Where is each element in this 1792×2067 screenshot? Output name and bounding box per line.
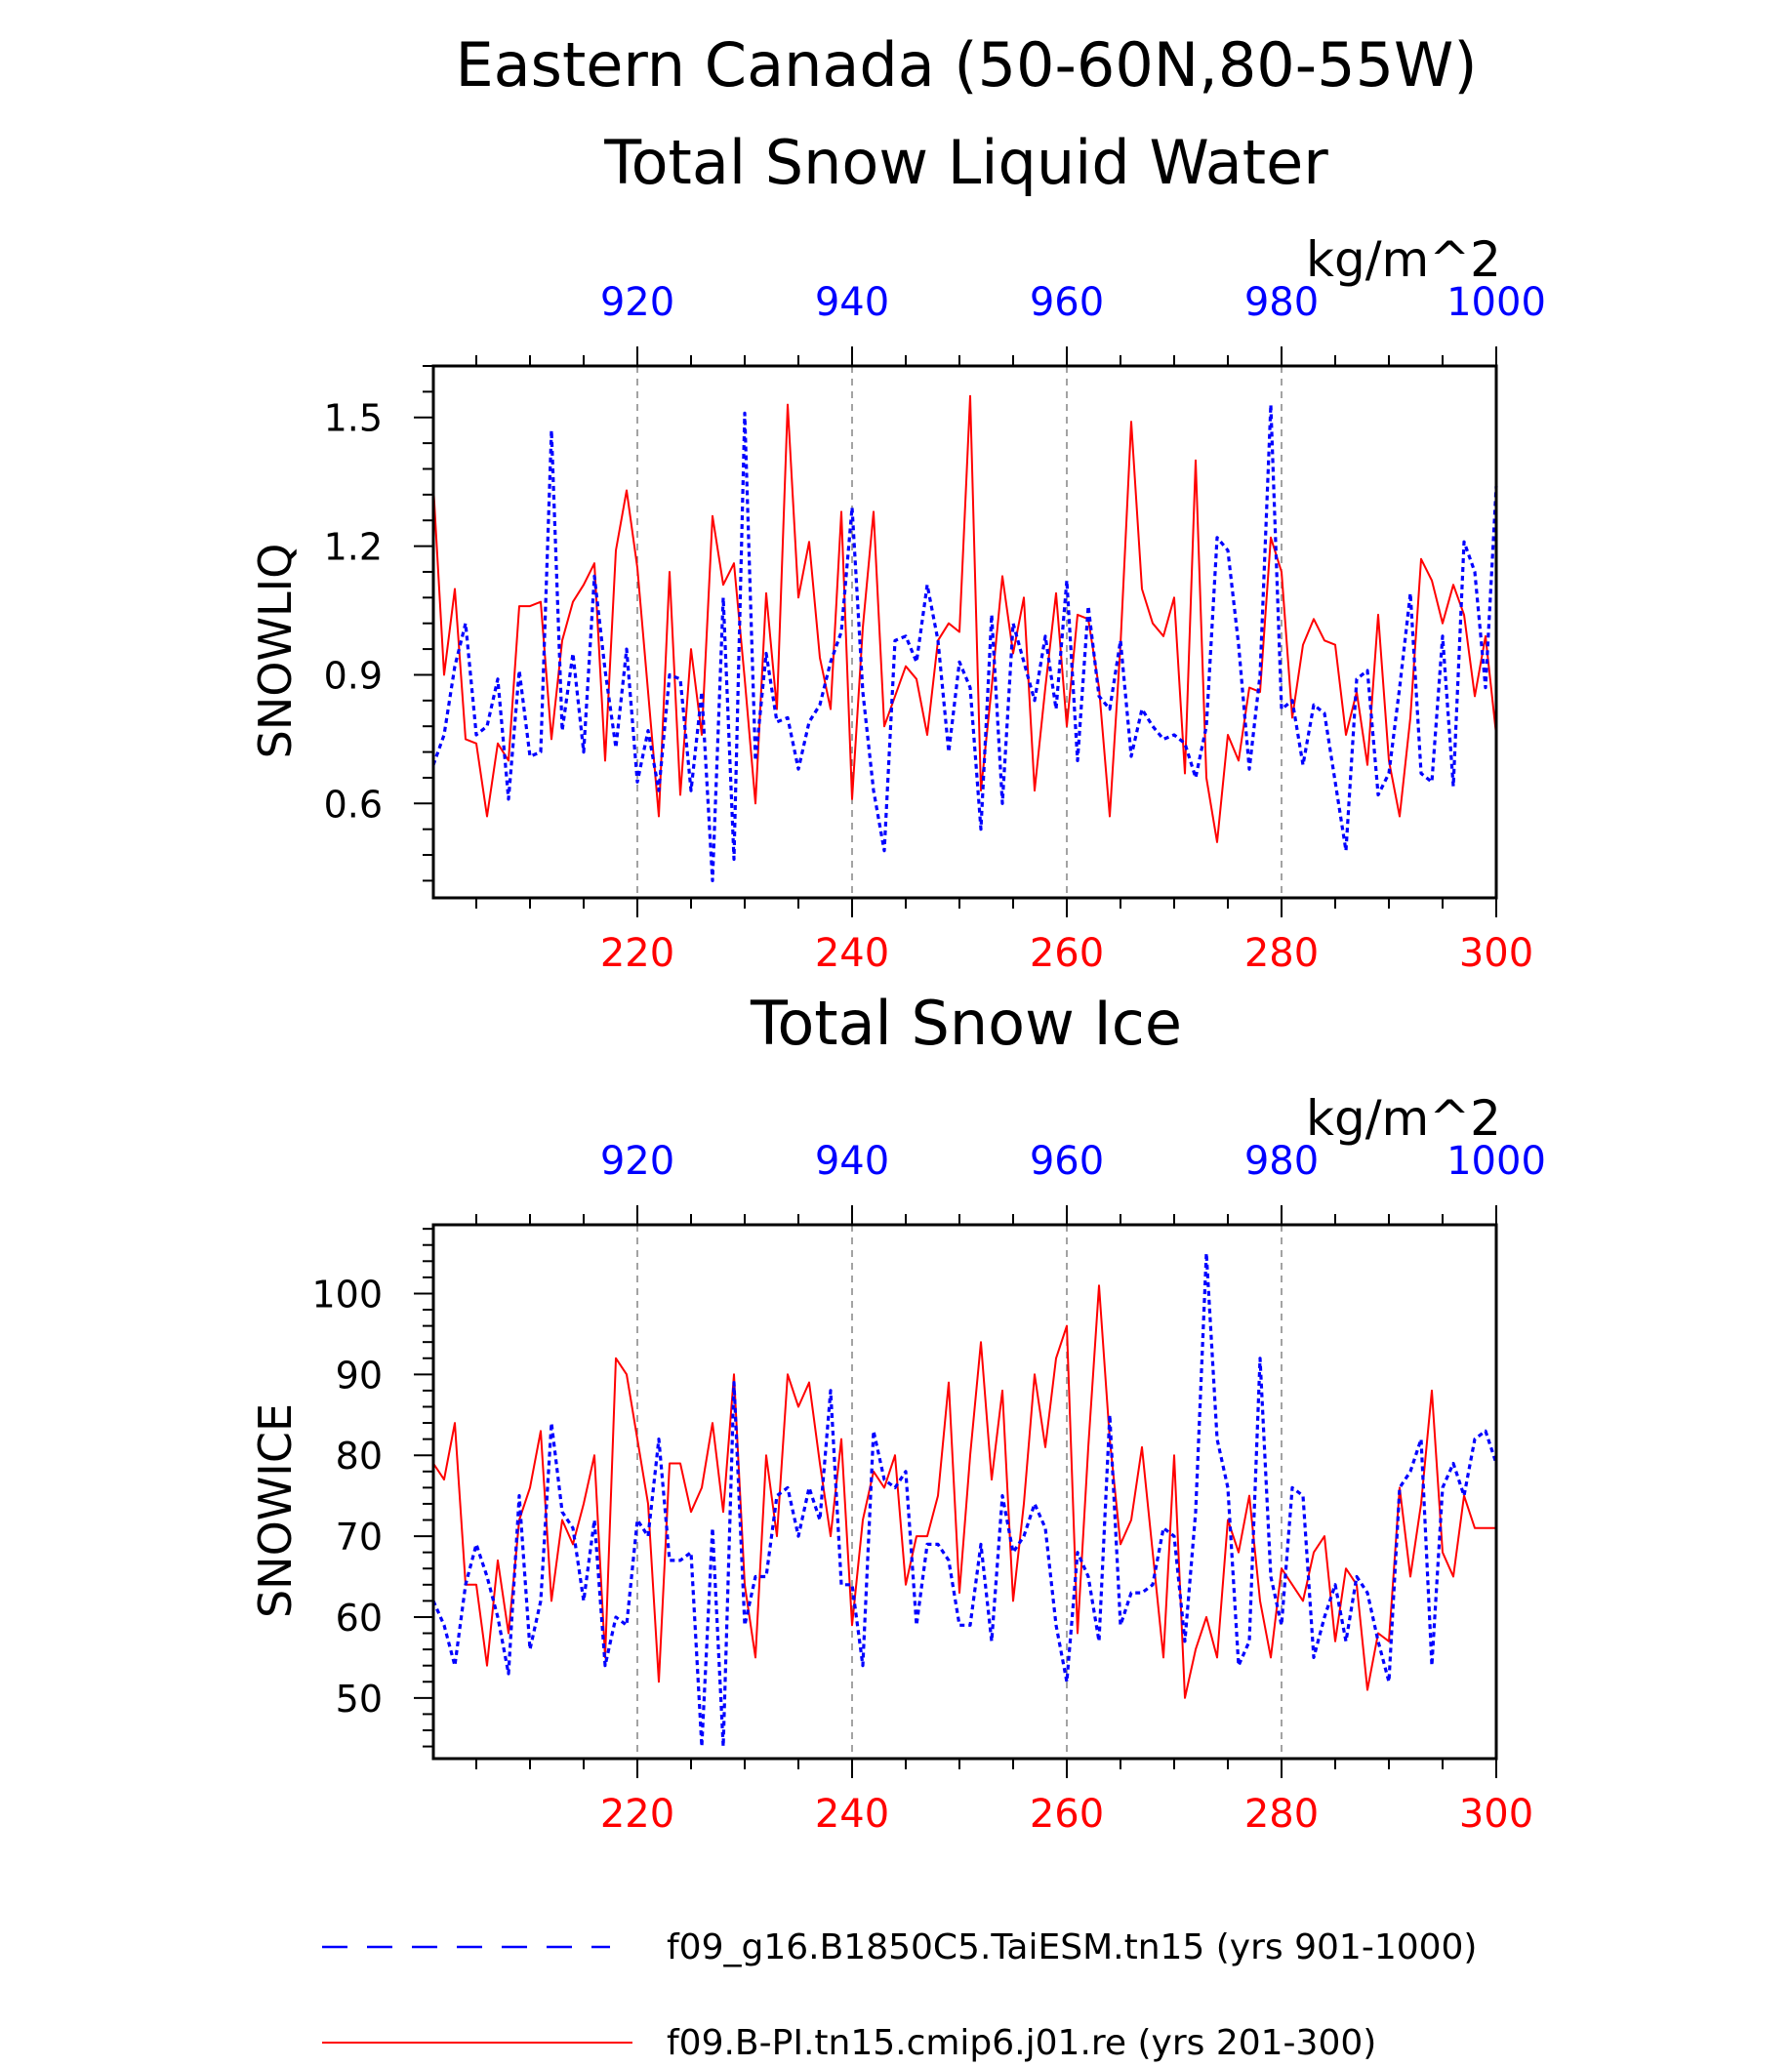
panel2-series-blue bbox=[431, 1251, 1498, 1749]
panel2-series-red bbox=[432, 1284, 1496, 1699]
panel2-bottom-tick-label: 300 bbox=[1459, 1792, 1533, 1837]
panel1-y-tick-label: 0.9 bbox=[324, 654, 383, 697]
panel2-top-tick-label: 920 bbox=[600, 1139, 674, 1184]
panel1-y-tick-label: 1.5 bbox=[324, 397, 383, 440]
legend-label-blue: f09_g16.B1850C5.TaiESM.tn15 (yrs 901-100… bbox=[667, 1927, 1477, 1967]
panel2-units: kg/m^2 bbox=[1306, 1090, 1501, 1147]
panel2-bottom-tick-label: 220 bbox=[600, 1792, 674, 1837]
panel1-plot: 0.6 0.9 1.2 1.5 220 240 260 280 300 920 940 960 980 1… bbox=[324, 280, 1546, 976]
panel1-bottom-tick-label: 300 bbox=[1459, 931, 1533, 976]
panel1-bottom-tick-label: 240 bbox=[815, 931, 889, 976]
panel2-y-tick-label: 80 bbox=[336, 1435, 383, 1478]
panel1-top-tick-label: 980 bbox=[1244, 280, 1319, 325]
panel1-series-blue bbox=[431, 403, 1498, 883]
panel2-y-tick-label: 100 bbox=[311, 1273, 383, 1316]
panel2-top-tick-label: 980 bbox=[1244, 1139, 1319, 1184]
panel1-units: kg/m^2 bbox=[1306, 231, 1501, 288]
panel2-y-tick-label: 70 bbox=[336, 1516, 383, 1559]
panel2-plot: 50 60 70 80 90 100 220 240 260 280 300 920 940 960 980… bbox=[311, 1139, 1545, 1837]
panel2-ylabel: SNOWICE bbox=[249, 1403, 302, 1618]
panel2-top-tick-label: 960 bbox=[1030, 1139, 1104, 1184]
panel2-y-tick-label: 60 bbox=[336, 1597, 383, 1640]
panel1-frame bbox=[431, 364, 1498, 900]
panel2-frame bbox=[431, 1223, 1498, 1761]
panel1-title: Total Snow Liquid Water bbox=[603, 127, 1328, 198]
panel2-top-tick-label: 940 bbox=[815, 1139, 889, 1184]
panel2-y-tick-label: 50 bbox=[336, 1678, 383, 1721]
legend: f09_g16.B1850C5.TaiESM.tn15 (yrs 901-100… bbox=[322, 1927, 1477, 2063]
panel2-bottom-tick-label: 240 bbox=[815, 1792, 889, 1837]
panel2-top-tick-label: 1000 bbox=[1446, 1139, 1546, 1184]
panel1-bottom-tick-label: 260 bbox=[1030, 931, 1104, 976]
panel1-y-tick-label: 0.6 bbox=[324, 783, 383, 826]
panel2-bottom-tick-label: 260 bbox=[1030, 1792, 1104, 1837]
panel2-title: Total Snow Ice bbox=[750, 988, 1182, 1059]
panel1-y-tick-label: 1.2 bbox=[324, 526, 383, 569]
panel1-top-tick-label: 940 bbox=[815, 280, 889, 325]
panel1-top-tick-label: 960 bbox=[1030, 280, 1104, 325]
figure-title-line1: Eastern Canada (50-60N,80-55W) bbox=[455, 29, 1477, 101]
panel2-bottom-tick-label: 280 bbox=[1244, 1792, 1319, 1837]
legend-label-red: f09.B-PI.tn15.cmip6.j01.re (yrs 201-300) bbox=[667, 2023, 1376, 2062]
panel1-bottom-tick-label: 220 bbox=[600, 931, 674, 976]
panel1-ylabel: SNOWLIQ bbox=[249, 544, 302, 759]
panel1-bottom-tick-label: 280 bbox=[1244, 931, 1319, 976]
panel1-series-red bbox=[432, 394, 1497, 843]
panel1-top-tick-label: 1000 bbox=[1446, 280, 1546, 325]
panel2-y-tick-label: 90 bbox=[336, 1354, 383, 1397]
panel1-top-tick-label: 920 bbox=[600, 280, 674, 325]
